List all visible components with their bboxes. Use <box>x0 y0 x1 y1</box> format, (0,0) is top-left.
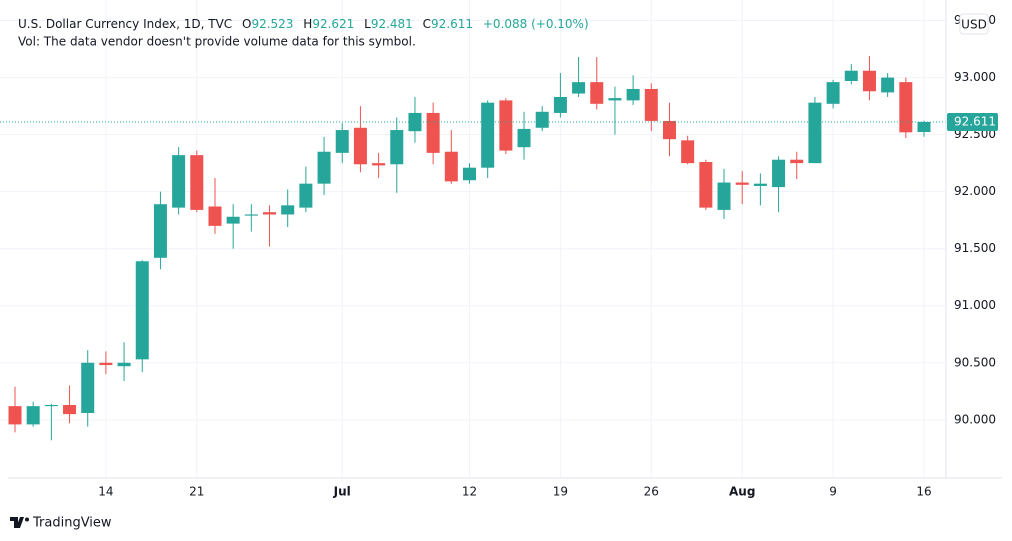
y-axis: 90.00090.50091.00091.50092.00092.50093.0… <box>947 13 998 426</box>
candle-body <box>135 261 149 360</box>
last-price-box <box>947 112 998 131</box>
candle-body <box>572 82 586 94</box>
candle-body <box>63 404 77 415</box>
y-tick-label: 90.500 <box>954 355 996 369</box>
x-tick-label: Jul <box>333 485 351 499</box>
y-tick-label: 92.000 <box>954 184 996 198</box>
candle-body <box>517 128 531 148</box>
last-price-label: 92.611 <box>954 114 996 128</box>
candle-body <box>372 163 386 166</box>
candle-body <box>808 102 822 164</box>
candle-body <box>426 112 440 153</box>
candle-body <box>717 182 731 210</box>
candle-body <box>662 120 676 140</box>
y-tick-label: 90.000 <box>954 412 996 426</box>
candle-body <box>681 140 695 164</box>
candle-body <box>226 216 240 224</box>
candle-body <box>153 204 167 258</box>
candle-body <box>317 151 331 184</box>
x-tick-label: 16 <box>916 485 931 499</box>
candle-body <box>626 88 640 101</box>
candle-body <box>335 130 349 153</box>
high-value: 92.621 <box>312 17 354 31</box>
logo-icon <box>10 517 24 528</box>
candle-body <box>481 102 495 168</box>
candle-body <box>499 100 513 151</box>
brand-name: TradingView <box>32 516 112 531</box>
low-value: 92.481 <box>371 17 413 31</box>
legend-line: U.S. Dollar Currency Index, 1D, TVC O92.… <box>18 17 589 31</box>
candle-body <box>899 82 913 133</box>
candle-body <box>553 96 567 113</box>
candle-body <box>353 127 367 165</box>
candle-body <box>772 159 786 188</box>
x-tick-label: 26 <box>644 485 659 499</box>
plot-area <box>0 0 946 478</box>
candle-body <box>463 167 476 181</box>
high-label: H <box>303 17 312 31</box>
low-label: L <box>364 17 371 31</box>
candle-body <box>99 362 113 366</box>
candle-body <box>790 159 804 164</box>
close-label: C <box>423 17 431 31</box>
candle-body <box>881 77 895 93</box>
candle-body <box>81 362 95 413</box>
candle-body <box>281 205 295 215</box>
symbol-title: U.S. Dollar Currency Index, 1D, TVC <box>18 17 232 31</box>
candle-body <box>26 406 40 425</box>
candle-body <box>299 183 313 208</box>
candle-body <box>44 404 58 407</box>
currency-box <box>959 13 989 35</box>
candle-body <box>608 98 622 101</box>
y-tick-label: 91.000 <box>954 298 996 312</box>
x-axis: 14 21 Jul 12 19 26 Aug 9 16 <box>98 485 931 499</box>
candle-body <box>208 206 222 226</box>
candle-body <box>753 183 767 186</box>
candle-body <box>390 130 404 165</box>
currency-label: USD <box>961 18 987 32</box>
logo-dot <box>25 517 29 522</box>
candle-body <box>8 406 22 425</box>
change-value: +0.088 (+0.10%) <box>483 17 589 31</box>
x-tick-label: 19 <box>553 485 568 499</box>
candle-body <box>535 111 549 128</box>
candle-body <box>444 151 458 182</box>
candle-body <box>117 362 131 367</box>
open-value: 92.523 <box>251 17 293 31</box>
candle-body <box>644 88 658 121</box>
y-tick-label: 93.000 <box>954 70 996 84</box>
y-tick-label: 91.500 <box>954 241 996 255</box>
candle-body <box>844 70 858 81</box>
candle-body <box>862 70 876 92</box>
candle-body <box>263 212 277 215</box>
candle-body <box>172 155 186 208</box>
volume-note: Vol: The data vendor doesn't provide vol… <box>18 35 416 49</box>
legend: U.S. Dollar Currency Index, 1D, TVC O92.… <box>18 17 589 49</box>
x-tick-label: 21 <box>189 485 204 499</box>
candle-body <box>699 161 713 208</box>
x-tick-label: Aug <box>729 485 755 499</box>
candle-body <box>244 214 258 216</box>
candle-body <box>190 155 204 210</box>
close-value: 92.611 <box>431 17 473 31</box>
candle-body <box>826 82 840 104</box>
x-tick-label: 14 <box>98 485 113 499</box>
candle-body <box>590 82 604 104</box>
candle-body <box>917 121 931 132</box>
x-tick-label: 9 <box>829 485 837 499</box>
x-tick-label: 12 <box>462 485 477 499</box>
open-label: O <box>242 17 251 31</box>
candle-body <box>735 182 749 185</box>
currency-badge: USD <box>959 13 989 35</box>
brand-logo: TradingView <box>10 516 112 531</box>
